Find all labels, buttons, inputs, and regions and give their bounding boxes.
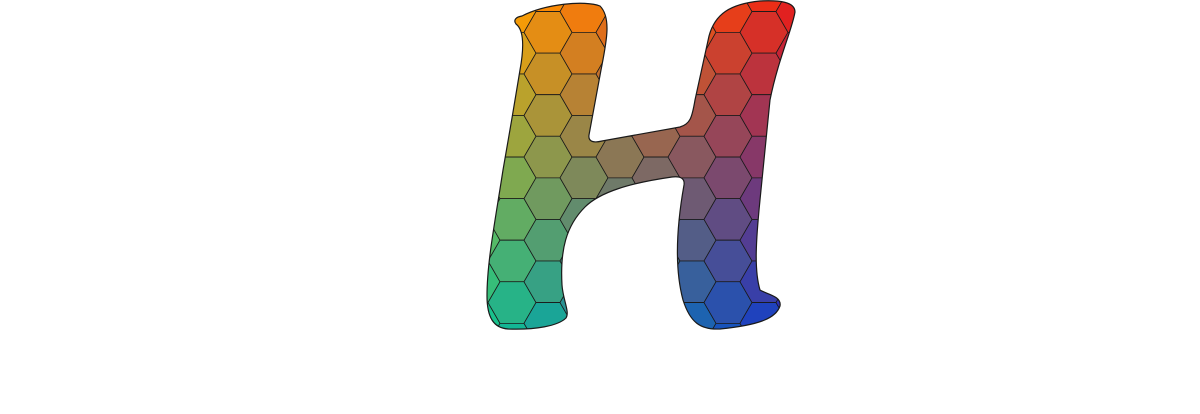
hex-tile [775, 322, 795, 330]
hex-tile [416, 32, 464, 74]
hex-tile [775, 198, 795, 241]
hex-tile [416, 74, 464, 116]
hex-tile [595, 94, 645, 137]
hex-tile [740, 344, 788, 386]
hex-tile [631, 0, 681, 33]
hex-tile [668, 344, 716, 386]
hex-tile [667, 0, 717, 12]
hex-tile [631, 281, 681, 324]
hex-tile [631, 239, 681, 283]
hex-tile [487, 52, 501, 96]
hex-tile [775, 156, 795, 200]
hex-tile [812, 95, 860, 137]
hex-tile [487, 11, 501, 54]
hex-tile [812, 219, 860, 261]
hex-tile [559, 281, 609, 324]
hex-tile [812, 303, 860, 345]
hex-tile [416, 323, 464, 365]
hex-tile [487, 177, 501, 220]
hex-tile [559, 239, 609, 283]
hex-tile [487, 135, 501, 179]
hex-tile [812, 261, 860, 303]
hex-tile [703, 322, 753, 330]
hex-tile [559, 322, 609, 330]
hex-tile [595, 302, 645, 330]
hex-tile [416, 115, 464, 157]
hex-tile [416, 240, 464, 282]
hex-tile [812, 178, 860, 220]
hex-tile [631, 73, 681, 116]
hex-tile [812, 0, 860, 12]
hex-tile [631, 198, 681, 241]
hex-tile [416, 199, 464, 241]
hex-tile [524, 344, 572, 386]
hex-tile [416, 0, 464, 32]
hex-tile [775, 115, 795, 158]
hex-tile [416, 282, 464, 324]
hex-tile [775, 239, 795, 283]
hex-tile [631, 322, 681, 330]
hex-tile [812, 12, 860, 54]
hex-tile [452, 344, 500, 386]
hex-mosaic [416, 0, 860, 386]
hex-tile [812, 136, 860, 178]
hex-tile [595, 219, 645, 262]
hex-tile [812, 344, 860, 386]
hex-tile [775, 73, 795, 116]
hex-tile [487, 0, 501, 12]
hex-tile [416, 157, 464, 199]
hex-tile [631, 31, 681, 75]
hex-tile [775, 281, 795, 324]
hex-tile [487, 94, 501, 137]
hex-tile [595, 260, 645, 303]
hex-tile [596, 344, 644, 386]
hex-tile [812, 53, 860, 95]
